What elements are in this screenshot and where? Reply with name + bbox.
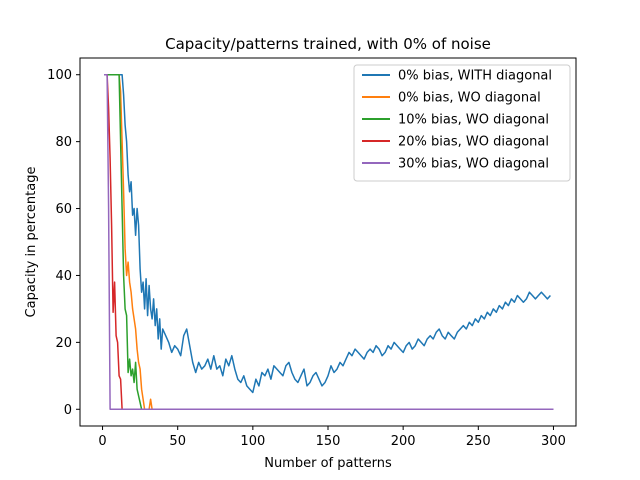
y-tick-label: 20 bbox=[55, 336, 72, 351]
legend: 0% bias, WITH diagonal 0% bias, WO diagon… bbox=[353, 64, 571, 182]
legend-entry: 0% bias, WITH diagonal bbox=[398, 69, 552, 84]
series-line-0 bbox=[104, 73, 551, 394]
x-tick-label: 150 bbox=[316, 434, 341, 449]
y-tick-label: 60 bbox=[55, 202, 72, 217]
legend-box bbox=[353, 64, 571, 182]
x-axis: 0 50 100 150 200 250 300 bbox=[98, 426, 566, 449]
x-axis-label: Number of patterns bbox=[264, 456, 392, 471]
x-tick-label: 0 bbox=[98, 434, 106, 449]
legend-entry: 20% bias, WO diagonal bbox=[398, 135, 549, 150]
x-tick-label: 50 bbox=[169, 434, 186, 449]
x-tick-label: 250 bbox=[466, 434, 491, 449]
legend-entry: 30% bias, WO diagonal bbox=[398, 157, 549, 172]
x-tick-label: 300 bbox=[541, 434, 566, 449]
series-line-4 bbox=[104, 73, 554, 411]
y-tick-label: 100 bbox=[47, 68, 72, 83]
legend-entry: 0% bias, WO diagonal bbox=[398, 91, 541, 106]
x-tick-label: 100 bbox=[240, 434, 265, 449]
y-axis: 0 20 40 60 80 100 bbox=[47, 68, 80, 418]
y-tick-label: 0 bbox=[64, 403, 72, 418]
chart-title: Capacity/patterns trained, with 0% of no… bbox=[165, 35, 491, 53]
plot-lines bbox=[104, 73, 554, 411]
x-tick-label: 200 bbox=[391, 434, 416, 449]
y-axis-label: Capacity in percentage bbox=[24, 167, 39, 318]
y-tick-label: 40 bbox=[55, 269, 72, 284]
y-tick-label: 80 bbox=[55, 135, 72, 150]
legend-entry: 10% bias, WO diagonal bbox=[398, 113, 549, 128]
